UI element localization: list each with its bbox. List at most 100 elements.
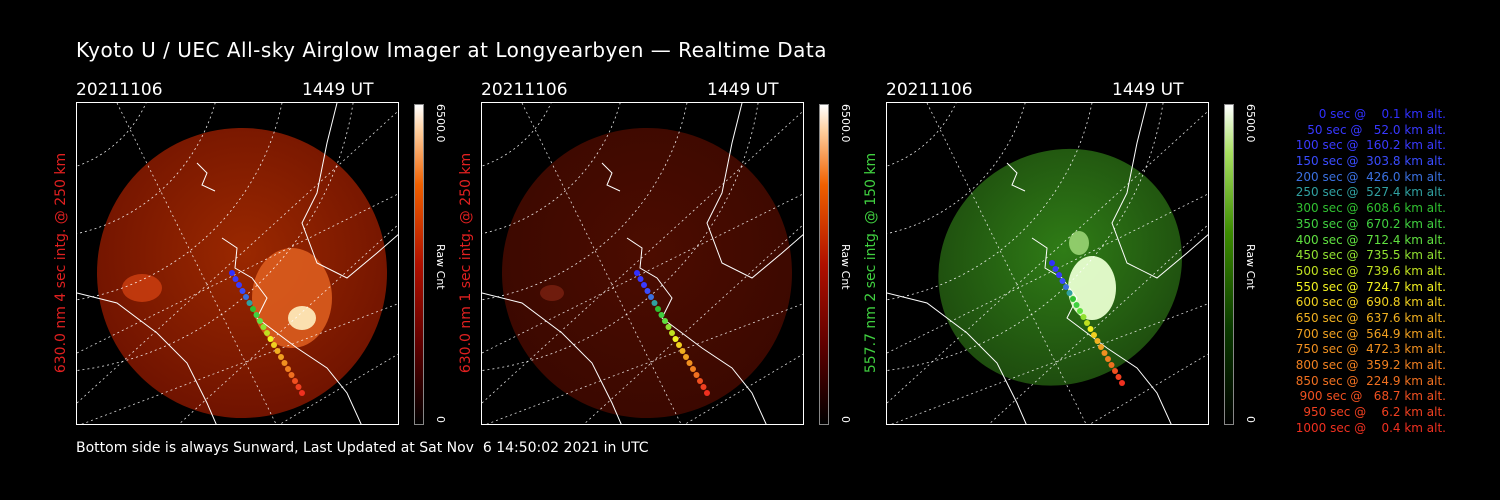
colorbar-min: 0 xyxy=(434,416,447,423)
colorbar-min: 0 xyxy=(839,416,852,423)
trajectory-point xyxy=(1070,296,1076,302)
trajectory-point xyxy=(655,306,661,312)
trajectory-point xyxy=(285,366,291,372)
trajectory-point xyxy=(260,324,267,330)
trajectory-point xyxy=(1077,308,1083,314)
trajectory-point xyxy=(1066,290,1073,296)
legend-entry: 350 sec @ 670.2 km alt. xyxy=(1295,216,1446,231)
legend-entry: 100 sec @ 160.2 km alt. xyxy=(1295,138,1446,153)
legend-entry: 950 sec @ 6.2 km alt. xyxy=(1303,405,1446,420)
allsky-image xyxy=(886,102,1209,425)
panel-ylabel: 630.0 nm 4 sec intg. @ 250 km xyxy=(53,152,69,374)
trajectory-point xyxy=(686,360,693,366)
trajectory-point xyxy=(274,348,281,354)
legend-entry: 800 sec @ 359.2 km alt. xyxy=(1295,358,1446,372)
trajectory-point xyxy=(641,282,647,288)
allsky-image xyxy=(481,102,804,425)
trajectory-point xyxy=(1087,326,1094,332)
trajectory-point xyxy=(637,276,644,282)
panel-time: 1449 UT xyxy=(302,80,374,100)
trajectory-point xyxy=(292,378,298,384)
trajectory-point xyxy=(1063,284,1069,290)
trajectory-point xyxy=(236,282,242,288)
legend-entry: 750 sec @ 472.3 km alt. xyxy=(1295,342,1446,357)
trajectory-point xyxy=(1080,314,1087,320)
trajectory-point xyxy=(257,318,263,324)
trajectory-point xyxy=(229,270,235,276)
colorbar xyxy=(414,104,424,425)
colorbar-label: Raw Cnt xyxy=(434,244,447,290)
trajectory-point xyxy=(669,330,675,336)
trajectory-point xyxy=(299,390,305,396)
legend-entry: 400 sec @ 712.4 km alt. xyxy=(1295,232,1446,247)
trajectory-point xyxy=(1115,374,1122,380)
coastline xyxy=(887,292,1027,424)
colorbar-max: 6500.0 xyxy=(1244,104,1257,143)
allsky-field xyxy=(938,148,1182,386)
coastline xyxy=(77,292,217,424)
trajectory-point xyxy=(232,276,239,282)
trajectory-point xyxy=(634,270,640,276)
legend-entry: 850 sec @ 224.9 km alt. xyxy=(1295,373,1446,388)
airglow-panel-557-2s: 20211106 1449 UT 557.7 nm 2 sec intg. @ … xyxy=(863,78,1286,438)
trajectory-point xyxy=(658,312,665,318)
legend-entry: 500 sec @ 739.6 km alt. xyxy=(1295,263,1446,278)
trajectory-point xyxy=(672,336,679,342)
aurora-patch xyxy=(1068,256,1116,320)
trajectory-point xyxy=(690,366,696,372)
trajectory-point xyxy=(1091,332,1097,338)
colorbar-min: 0 xyxy=(1244,416,1257,423)
aurora-patch xyxy=(1069,231,1089,255)
trajectory-point xyxy=(683,354,689,360)
trajectory-legend: 0 sec @ 0.1 km alt. 50 sec @ 52.0 km alt.… xyxy=(1268,107,1446,436)
legend-entry: 450 sec @ 735.5 km alt. xyxy=(1295,248,1446,263)
coastline xyxy=(626,237,767,424)
legend-entry: 650 sec @ 637.6 km alt. xyxy=(1295,310,1446,325)
footer-note: Bottom side is always Sunward, Last Upda… xyxy=(76,440,649,456)
trajectory-point xyxy=(1119,380,1125,386)
panel-date: 20211106 xyxy=(886,80,973,100)
trajectory-point xyxy=(246,300,253,306)
colorbar-label: Raw Cnt xyxy=(1244,244,1257,290)
allsky-field xyxy=(97,128,387,418)
trajectory-point xyxy=(1112,368,1118,374)
trajectory-point xyxy=(662,318,668,324)
panel-date: 20211106 xyxy=(76,80,163,100)
allsky-image xyxy=(76,102,399,425)
panel-time: 1449 UT xyxy=(707,80,779,100)
coastline xyxy=(1111,103,1208,279)
trajectory-point xyxy=(1073,302,1080,308)
trajectory-point xyxy=(679,348,686,354)
trajectory-point xyxy=(243,294,249,300)
coastline xyxy=(482,292,622,424)
aurora-patch xyxy=(288,306,316,330)
trajectory-point xyxy=(665,324,672,330)
colorbar-max: 6500.0 xyxy=(434,104,447,143)
panel-ylabel: 557.7 nm 2 sec intg. @ 150 km xyxy=(863,152,879,374)
trajectory-point xyxy=(278,354,284,360)
trajectory-point xyxy=(697,378,703,384)
colorbar xyxy=(819,104,829,425)
coastline xyxy=(221,237,362,424)
trajectory-point xyxy=(1108,362,1115,368)
legend-entry: 300 sec @ 608.6 km alt. xyxy=(1295,201,1446,216)
airglow-panel-630-1s: 20211106 1449 UT 630.0 nm 1 sec intg. @ … xyxy=(458,78,881,438)
legend-entry: 550 sec @ 724.7 km alt. xyxy=(1295,279,1446,294)
panel-ylabel: 630.0 nm 1 sec intg. @ 250 km xyxy=(458,152,474,374)
trajectory-point xyxy=(1105,356,1111,362)
colorbar-label: Raw Cnt xyxy=(839,244,852,290)
trajectory-point xyxy=(288,372,295,378)
trajectory-point xyxy=(1052,266,1059,272)
legend-entry: 600 sec @ 690.8 km alt. xyxy=(1295,295,1446,310)
trajectory-point xyxy=(704,390,710,396)
airglow-panel-630-4s: 20211106 1449 UT 630.0 nm 4 sec intg. @ … xyxy=(53,78,476,438)
trajectory-point xyxy=(1101,350,1108,356)
trajectory-point xyxy=(250,306,256,312)
allsky-field xyxy=(502,128,792,418)
trajectory-point xyxy=(651,300,658,306)
aurora-patch xyxy=(540,285,564,301)
aurora-patch xyxy=(122,274,162,302)
legend-entry: 50 sec @ 52.0 km alt. xyxy=(1307,122,1446,137)
coastline xyxy=(301,103,398,279)
coastline xyxy=(601,162,621,192)
